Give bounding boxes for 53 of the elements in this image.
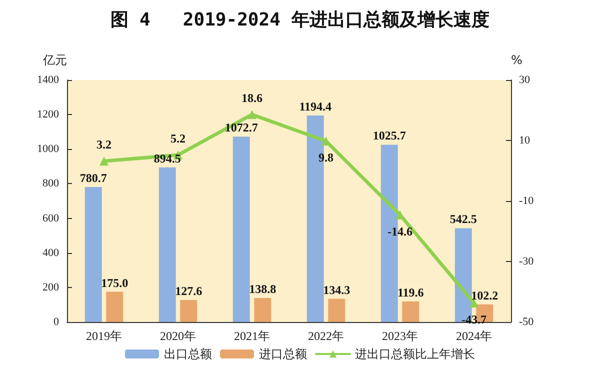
y2-tick-label: -10 [519, 195, 534, 207]
y-tick-label: 200 [42, 281, 60, 294]
y-tick-label: 1400 [37, 74, 60, 86]
y-tick-label: 600 [42, 212, 60, 224]
data-label: 119.6 [397, 285, 424, 300]
data-label: 1072.7 [224, 120, 258, 135]
legend-label: 出口总额 [164, 347, 212, 361]
x-tick-label: 2021年 [234, 329, 270, 343]
y2-tick-label: 10 [519, 134, 530, 146]
data-label: 5.2 [170, 132, 186, 146]
bar [232, 136, 250, 322]
data-label: 138.8 [249, 282, 276, 296]
data-label: 542.5 [450, 212, 477, 226]
y2-tick-label: -30 [519, 256, 534, 268]
y-tick-label: 800 [42, 178, 60, 190]
data-label: 134.3 [323, 282, 350, 297]
y-tick-label: 0 [54, 316, 60, 328]
data-label: 894.5 [154, 151, 181, 166]
bar [254, 298, 272, 322]
x-tick-label: 2020年 [160, 329, 196, 343]
data-label: 780.7 [80, 171, 107, 186]
data-label: 1025.7 [372, 128, 406, 143]
data-label: 102.2 [471, 288, 498, 302]
bar [328, 298, 346, 322]
y2-tick-label: -50 [519, 316, 534, 328]
data-label: 175.0 [101, 276, 128, 290]
bar [106, 292, 124, 322]
data-label: -43.7 [462, 312, 486, 326]
y2-tick-label: 30 [519, 74, 530, 86]
data-label: 3.2 [96, 138, 112, 152]
data-label: -14.6 [388, 224, 412, 238]
bar [84, 187, 102, 322]
y-tick-label: 400 [42, 246, 60, 259]
data-label: 9.8 [318, 150, 334, 165]
y-tick-label: 1000 [37, 143, 60, 156]
x-tick-label: 2022年 [308, 329, 344, 343]
y-tick-label: 1200 [37, 108, 60, 121]
y-axis-title: 亿元 [42, 53, 67, 67]
data-label: 127.6 [175, 284, 202, 298]
bar [402, 301, 420, 322]
legend-label: 进出口总额比上年增长 [355, 347, 475, 361]
point [248, 110, 256, 119]
x-tick-label: 2023年 [382, 329, 418, 343]
y2-axis-title: % [511, 53, 522, 67]
bar [158, 167, 176, 322]
point [100, 156, 108, 166]
data-label: 1194.4 [299, 100, 332, 114]
x-tick-label: 2019年 [86, 329, 122, 343]
data-label: 18.6 [242, 90, 262, 105]
chart-title: 图 4 2019-2024 年进出口总额及增长速度 [110, 10, 490, 30]
legend-label: 进口总额 [259, 347, 307, 361]
bar [180, 300, 198, 322]
x-tick-label: 2024年 [456, 329, 492, 343]
